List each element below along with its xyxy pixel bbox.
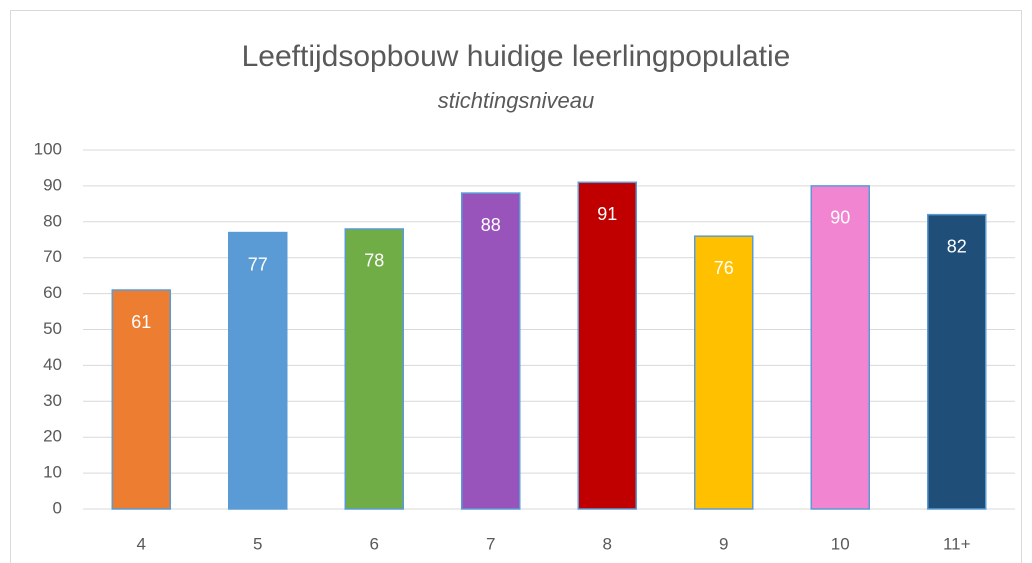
x-tick-label: 9 — [719, 534, 728, 553]
bar — [577, 181, 637, 510]
data-label: 90 — [830, 208, 850, 228]
x-tick-label: 7 — [486, 534, 495, 553]
y-tick-label: 60 — [43, 283, 62, 302]
y-tick-label: 80 — [43, 211, 62, 230]
data-label: 76 — [714, 258, 734, 278]
data-label: 88 — [481, 215, 501, 235]
y-tick-label: 70 — [43, 247, 62, 266]
chart-subtitle: stichtingsniveau — [438, 88, 595, 113]
y-tick-label: 30 — [43, 391, 62, 410]
data-label: 77 — [248, 254, 268, 274]
x-tick-label: 5 — [253, 534, 262, 553]
chart-title: Leeftijdsopbouw huidige leerlingpopulati… — [242, 40, 791, 73]
x-tick-label: 4 — [137, 534, 146, 553]
bar — [810, 185, 870, 510]
x-tick-label: 10 — [831, 534, 850, 553]
y-tick-label: 90 — [43, 175, 62, 194]
y-tick-label: 20 — [43, 427, 62, 446]
x-tick-label: 11+ — [943, 534, 971, 553]
bar — [228, 231, 288, 510]
x-tick-label: 8 — [603, 534, 612, 553]
data-label: 82 — [947, 236, 967, 256]
x-tick-label: 6 — [370, 534, 379, 553]
bar — [694, 235, 754, 510]
bar — [111, 289, 171, 510]
y-tick-label: 10 — [43, 463, 62, 482]
data-label: 61 — [131, 312, 151, 332]
bar — [927, 213, 987, 510]
y-tick-label: 50 — [43, 319, 62, 338]
data-label: 91 — [597, 204, 617, 224]
y-tick-label: 40 — [43, 355, 62, 374]
bar — [344, 228, 404, 510]
bar — [461, 192, 521, 510]
data-label: 78 — [364, 251, 384, 271]
y-tick-label: 0 — [53, 498, 62, 517]
y-tick-label: 100 — [34, 139, 62, 158]
